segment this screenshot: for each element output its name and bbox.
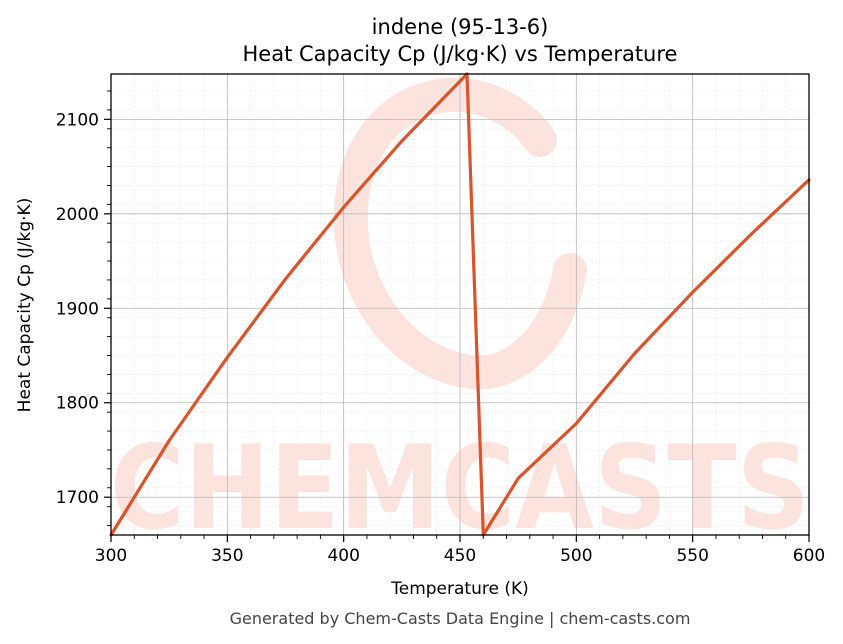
watermark-logo-c [333,77,587,390]
x-tick-label: 600 [793,546,825,566]
x-tick-label: 550 [676,546,708,566]
x-axis: 300 350 400 450 500 550 600 [95,535,825,566]
x-tick-label: 450 [444,546,476,566]
x-tick-label: 500 [560,546,592,566]
x-tick-label: 400 [327,546,359,566]
y-axis-label: Heat Capacity Cp (J/kg·K) [15,198,35,413]
y-tick-label: 1700 [56,488,99,508]
y-tick-label: 2100 [56,110,99,130]
y-tick-label: 2000 [56,205,99,225]
y-tick-label: 1900 [56,299,99,319]
footer-credit: Generated by Chem-Casts Data Engine | ch… [230,609,691,628]
x-tick-label: 300 [95,546,127,566]
chart-subtitle: Heat Capacity Cp (J/kg·K) vs Temperature [243,42,678,66]
y-axis: 1700 1800 1900 2000 2100 [56,90,111,527]
x-axis-label: Temperature (K) [390,579,529,599]
y-tick-label: 1800 [56,394,99,414]
x-tick-label: 350 [211,546,243,566]
chart-title: indene (95-13-6) [372,15,549,39]
series-line [109,72,811,537]
